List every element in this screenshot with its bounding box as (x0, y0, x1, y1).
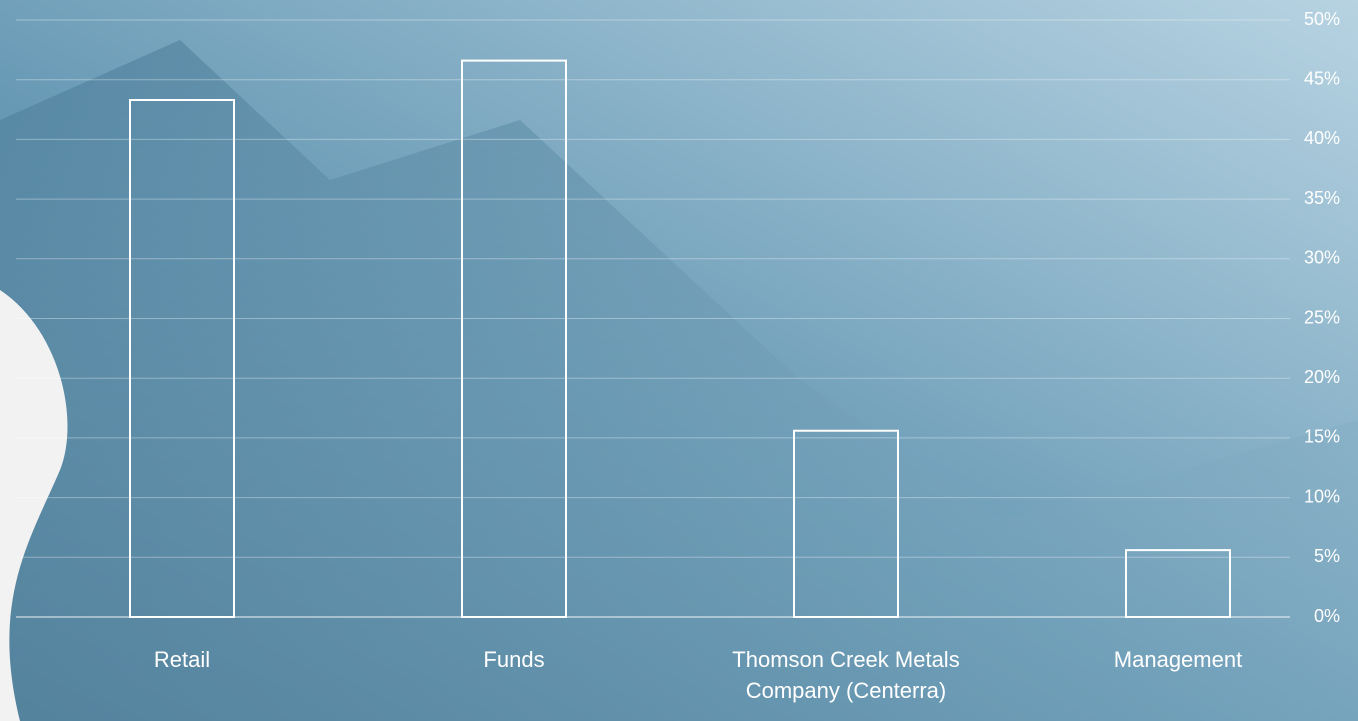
y-tick-label: 30% (1304, 248, 1340, 268)
y-tick-label: 5% (1314, 546, 1340, 566)
y-tick-label: 40% (1304, 128, 1340, 148)
y-tick-label: 45% (1304, 68, 1340, 88)
x-tick-label: Thomson Creek Metals Company (Centerra) (732, 647, 960, 703)
y-tick-label: 50% (1304, 9, 1340, 29)
bar (461, 59, 567, 618)
y-tick-label: 0% (1314, 606, 1340, 626)
y-tick-label: 15% (1304, 427, 1340, 447)
bar (129, 98, 235, 619)
mountain-shape (0, 40, 1358, 721)
y-tick-label: 25% (1304, 307, 1340, 327)
side-blob (0, 290, 68, 721)
bar (793, 429, 899, 618)
y-tick-label: 10% (1304, 486, 1340, 506)
bar (1125, 549, 1231, 618)
x-tick-label: Funds (483, 647, 545, 672)
y-tick-label: 35% (1304, 188, 1340, 208)
y-tick-label: 20% (1304, 367, 1340, 387)
x-tick-label: Management (1113, 647, 1243, 672)
x-tick-label: Retail (153, 647, 211, 672)
